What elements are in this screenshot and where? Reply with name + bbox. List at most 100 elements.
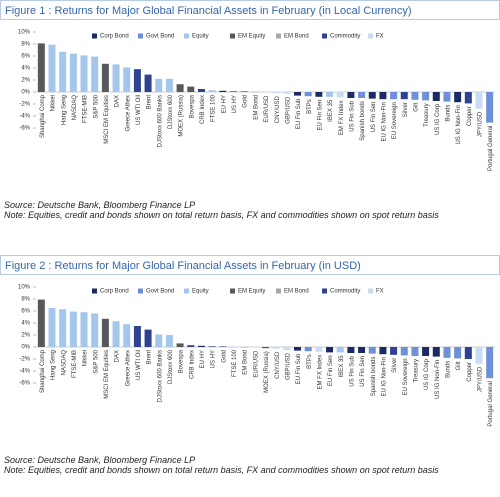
chart-title: Figure 2 : Returns for Major Global Fina… <box>0 255 500 275</box>
note: Note: Equities, credit and bonds shown o… <box>4 465 439 475</box>
x-tick-label: EU IG Non-Fin <box>381 357 387 396</box>
legend-swatch <box>230 33 235 39</box>
bar <box>475 347 483 364</box>
bar <box>315 347 323 352</box>
legend-swatch <box>138 288 143 294</box>
source: Source: Deutsche Bank, Bloomberg Finance… <box>4 200 196 210</box>
x-tick-label: CNY/USD <box>275 351 281 379</box>
bar <box>240 347 248 348</box>
bar <box>326 347 334 353</box>
bar <box>101 318 109 347</box>
bar <box>144 329 152 347</box>
legend-swatch <box>92 33 97 39</box>
bar <box>80 55 88 92</box>
legend-swatch <box>92 288 97 294</box>
bar <box>368 347 376 354</box>
x-tick-label: US IG Non-Fin <box>435 360 441 399</box>
chart: -6% -4% -2% 0% 2% 4% 6% 8% 10% Corp Bond Govt Bond… <box>18 285 495 427</box>
bar <box>48 308 56 347</box>
x-tick-label: S&P 500 <box>93 94 99 118</box>
x-tick-label: Bovespa <box>179 349 185 373</box>
x-tick-label: Nikkei <box>51 95 57 111</box>
bar <box>454 92 462 103</box>
legend-swatch <box>276 288 281 294</box>
x-tick-label: Hang Seng <box>51 350 57 380</box>
bar <box>486 347 494 379</box>
x-tick-label: EU Fin Sub <box>296 98 302 129</box>
bar <box>336 347 344 353</box>
figure: Figure 2 : Returns for Major Global Fina… <box>0 255 500 497</box>
bar <box>379 92 387 100</box>
x-tick-label: EU HY <box>221 95 227 113</box>
x-tick-label: MOEX (Russia) <box>179 95 185 137</box>
legend-swatch <box>184 33 189 39</box>
bar <box>454 347 462 359</box>
bar <box>486 92 494 123</box>
bar <box>251 91 259 93</box>
bar <box>432 347 440 357</box>
x-tick-label: EU Fin Sub <box>296 353 302 384</box>
bar <box>80 312 88 347</box>
legend-label: Equity <box>192 289 209 295</box>
bar <box>91 313 99 347</box>
x-tick-label: Portugal General <box>488 126 494 171</box>
bar <box>59 51 67 92</box>
x-tick-label: DJStoxx 600 Banks <box>157 350 163 402</box>
bar <box>262 92 269 93</box>
x-tick-label: JPY/USD <box>478 366 484 392</box>
bar <box>379 347 387 355</box>
x-tick-label: NASDAQ <box>72 95 78 121</box>
bar <box>464 92 472 104</box>
bar <box>155 334 163 347</box>
x-tick-label: Treasury <box>414 359 420 382</box>
x-tick-label: EU Sovereign <box>392 102 398 139</box>
bar <box>326 92 334 97</box>
y-tick-label: -6% <box>19 126 30 132</box>
legend-label: Corp Bond <box>100 34 129 40</box>
bar <box>48 44 56 92</box>
y-tick-label: 10% <box>18 285 31 291</box>
bar <box>208 346 216 347</box>
legend-label: FX <box>376 289 384 295</box>
y-tick-label: 2% <box>21 333 30 339</box>
bar <box>187 86 195 92</box>
bar <box>358 347 366 353</box>
y-tick-label: 8% <box>21 42 30 48</box>
chart: -6% -4% -2% 0% 2% 4% 6% 8% 10% Corp Bond Govt Bond… <box>18 30 495 171</box>
bar <box>112 64 120 92</box>
x-tick-label: EU IG Non-Fin <box>381 102 387 141</box>
legend-swatch <box>276 33 281 39</box>
x-tick-label: BTPs <box>307 99 313 114</box>
x-tick-label: Brent <box>147 95 153 110</box>
bar <box>368 92 376 99</box>
bar <box>422 347 430 356</box>
bar <box>400 92 408 100</box>
bar <box>69 311 77 347</box>
legend-swatch <box>230 288 235 294</box>
x-tick-label: DJStoxx 600 <box>168 349 174 384</box>
legend-label: FX <box>376 34 384 40</box>
bar <box>304 347 312 352</box>
legend-swatch <box>368 33 373 39</box>
bar <box>187 345 195 347</box>
x-tick-label: Silver <box>392 358 398 373</box>
y-tick-label: 0% <box>21 90 30 96</box>
x-tick-label: Gold <box>221 350 227 363</box>
legend-label: EM Bond <box>284 34 309 40</box>
x-tick-label: FTSE 100 <box>232 349 238 377</box>
x-tick-label: EM FX Index <box>339 100 345 135</box>
legend-swatch <box>322 33 327 39</box>
bar <box>176 84 184 92</box>
y-tick-label: -2% <box>19 102 30 108</box>
x-tick-label: Bunds <box>446 105 452 122</box>
x-tick-label: FTSE-MIB <box>72 350 78 378</box>
x-tick-label: EUR/USD <box>253 350 259 378</box>
x-tick-label: DJStoxx 600 Banks <box>157 95 163 147</box>
x-tick-label: Hang Seng <box>61 95 67 125</box>
bar <box>37 299 45 347</box>
bar <box>208 90 216 92</box>
x-tick-label: Shanghai Comp <box>40 94 46 138</box>
bar <box>165 335 173 347</box>
bar <box>197 345 205 347</box>
